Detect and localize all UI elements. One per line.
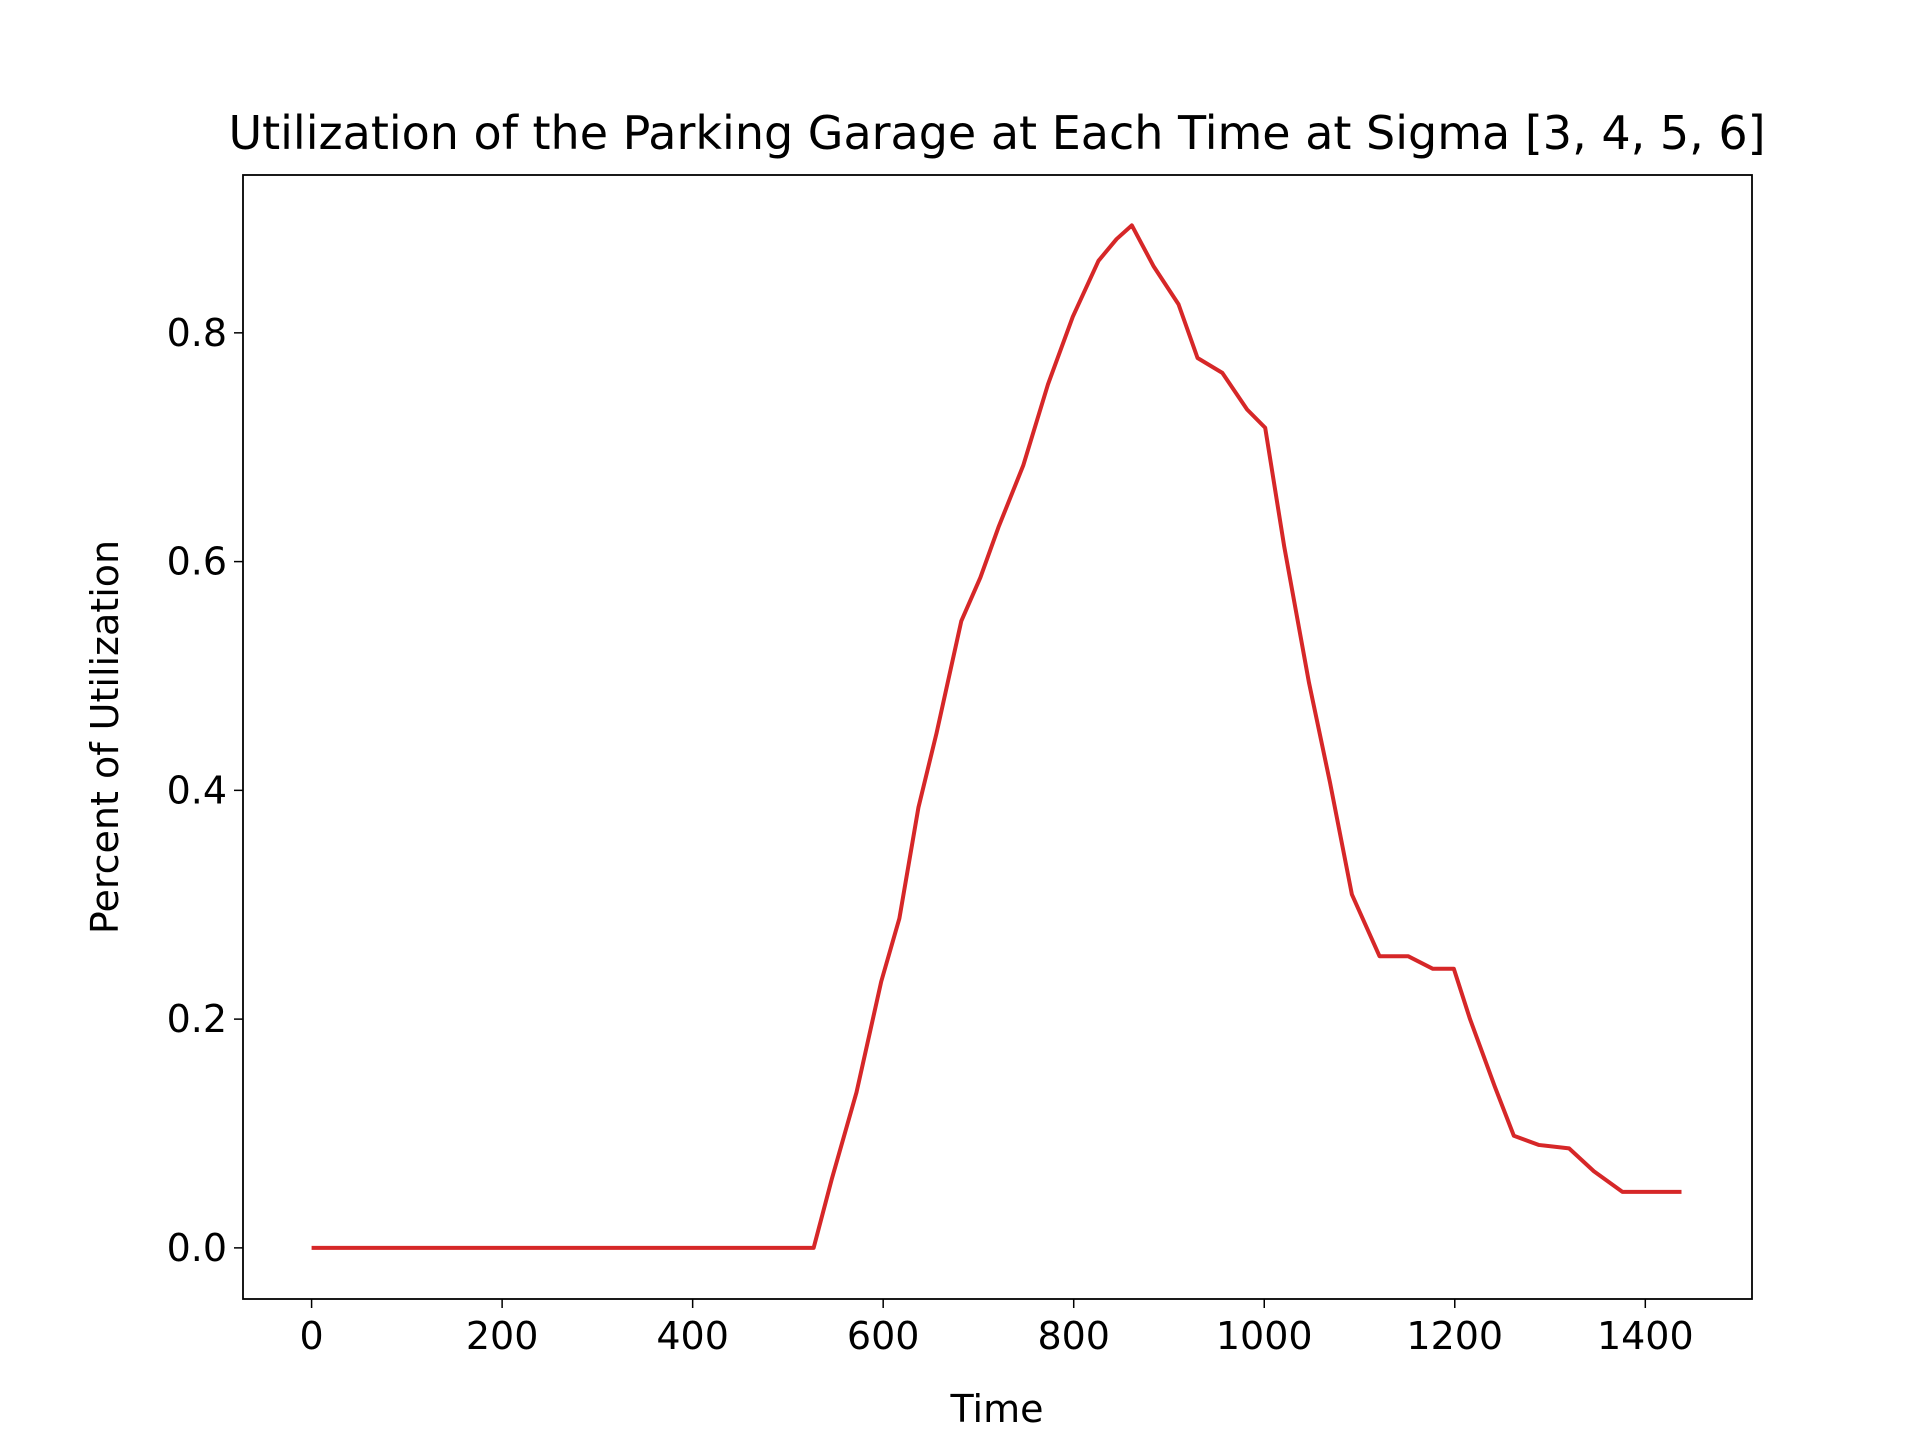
y-tick-label: 0.0 [167,1226,227,1270]
x-axis-label: Time [950,1387,1044,1431]
x-tick-label: 1000 [1216,1314,1313,1358]
y-tick-label: 0.2 [167,997,227,1041]
data-line [311,223,1682,1250]
x-tick-label: 200 [466,1314,539,1358]
y-tick-label: 0.4 [167,768,227,812]
axes-frame [242,174,1753,1300]
chart-title: Utilization of the Parking Garage at Eac… [228,106,1765,160]
x-tick-label: 0 [299,1314,323,1358]
x-tick-label: 400 [656,1314,729,1358]
y-tick-label: 0.6 [167,540,227,584]
y-tick-label: 0.8 [167,311,227,355]
x-tick-label: 1400 [1597,1314,1694,1358]
x-tick-label: 1200 [1406,1314,1503,1358]
x-tick-label: 600 [847,1314,920,1358]
x-tick-label: 800 [1037,1314,1110,1358]
y-axis-label: Percent of Utilization [83,540,127,934]
